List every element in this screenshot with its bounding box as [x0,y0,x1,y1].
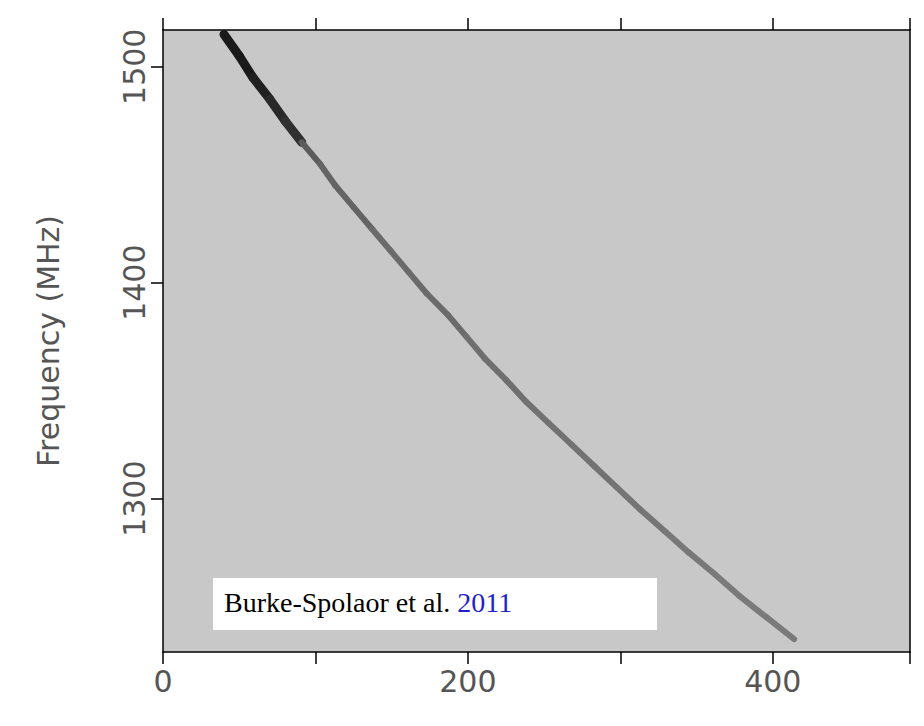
svg-text:1500: 1500 [117,29,152,105]
svg-text:1400: 1400 [117,245,152,321]
svg-text:1300: 1300 [117,460,152,536]
svg-text:Frequency (MHz): Frequency (MHz) [31,215,66,467]
svg-text:Burke-Spolaor et al.: Burke-Spolaor et al. [224,587,457,618]
svg-text:400: 400 [744,664,801,699]
svg-text:2011: 2011 [457,587,512,618]
svg-text:200: 200 [439,664,496,699]
svg-text:0: 0 [153,664,172,699]
